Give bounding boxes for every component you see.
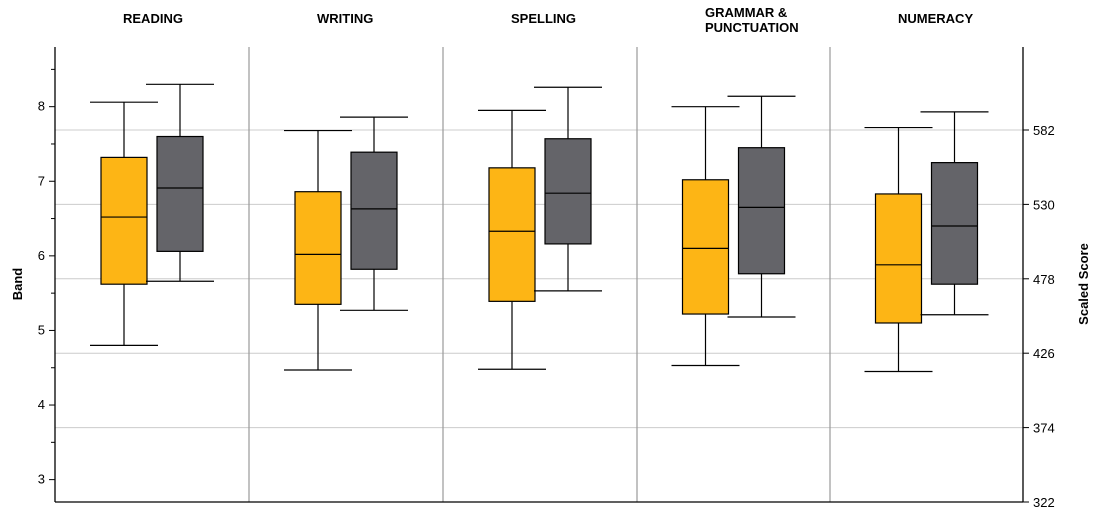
- right-tick-label: 322: [1033, 495, 1055, 510]
- right-tick-label: 478: [1033, 272, 1055, 287]
- right-tick-label: 426: [1033, 346, 1055, 361]
- category-label: PUNCTUATION: [705, 20, 799, 35]
- left-tick-label: 7: [38, 173, 45, 188]
- box-plot-item: [340, 116, 408, 311]
- left-tick-label: 3: [38, 472, 45, 487]
- iqr-box: [930, 162, 979, 285]
- iqr-box: [350, 151, 398, 270]
- iqr-box: [737, 147, 786, 275]
- right-tick-label: 374: [1033, 421, 1055, 436]
- iqr-box: [544, 138, 592, 245]
- left-tick-label: 4: [38, 397, 45, 412]
- right-axis-title: Scaled Score: [1076, 243, 1091, 325]
- box-plot-item: [671, 106, 740, 367]
- box-plot-item: [864, 126, 933, 373]
- category-label: WRITING: [317, 11, 373, 26]
- box-plot-item: [284, 129, 352, 371]
- left-tick-label: 8: [38, 99, 45, 114]
- boxes: [90, 83, 989, 373]
- iqr-box: [681, 179, 730, 315]
- iqr-box: [294, 191, 342, 305]
- iqr-box: [100, 156, 148, 285]
- box-plot-item: [534, 86, 602, 292]
- box-plot-item: [90, 101, 158, 346]
- box-plot-item: [920, 111, 989, 316]
- category-label: GRAMMAR &: [705, 5, 787, 20]
- category-label: READING: [123, 11, 183, 26]
- category-label: NUMERACY: [898, 11, 973, 26]
- left-axis-title: Band: [10, 268, 25, 301]
- box-plot-item: [478, 109, 546, 370]
- category-labels: READING WRITING SPELLING GRAMMAR &PUNCTUATI…: [123, 5, 973, 35]
- left-tick-label: 6: [38, 248, 45, 263]
- box-plot-item: [146, 83, 214, 282]
- box-plot-item: [727, 95, 796, 318]
- right-tick-label: 582: [1033, 123, 1055, 138]
- category-dividers: [248, 47, 831, 502]
- right-tick-label: 530: [1033, 197, 1055, 212]
- category-label: SPELLING: [511, 11, 576, 26]
- left-tick-label: 5: [38, 322, 45, 337]
- iqr-box: [874, 193, 923, 324]
- iqr-box: [156, 135, 204, 252]
- axes: 3 4 5 6 7 8 322 374 426 478 530 582: [38, 47, 1055, 510]
- iqr-box: [488, 167, 536, 302]
